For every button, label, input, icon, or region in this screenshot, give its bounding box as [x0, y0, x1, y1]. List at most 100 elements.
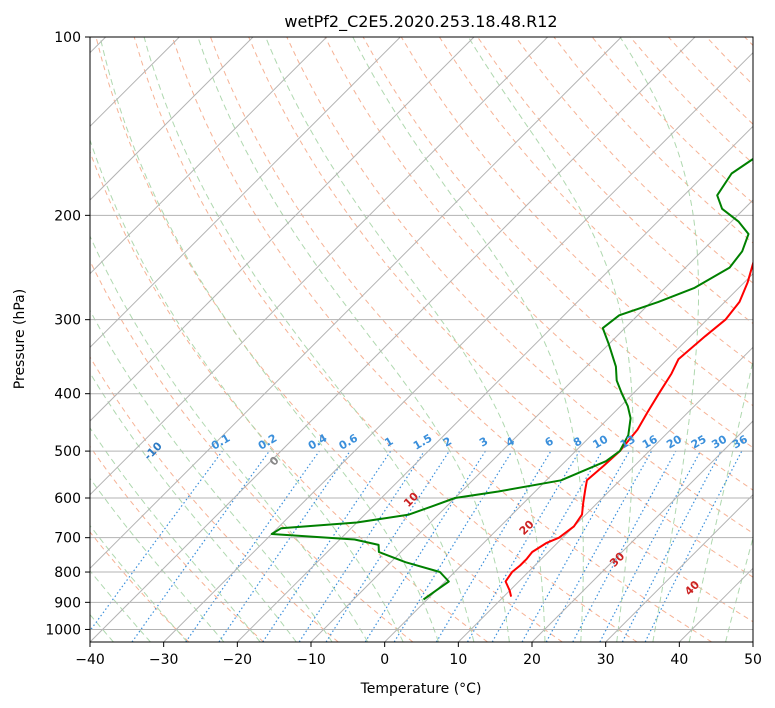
moist-adiabat-line	[619, 37, 699, 642]
y-tick-label: 400	[54, 387, 81, 403]
dry-adiabat-line	[133, 37, 638, 642]
mixing-ratio-label: 3	[477, 435, 490, 450]
moist-adiabat-label: 30	[607, 549, 627, 569]
isotherm-line	[457, 346, 753, 642]
dry-adiabat-line	[515, 37, 753, 284]
isobars	[90, 37, 753, 630]
isotherm-line	[236, 125, 753, 642]
moist-adiabat-line	[467, 37, 634, 642]
mixing-ratio-label: 6	[543, 434, 556, 449]
moist-adiabat-label: 40	[682, 578, 702, 598]
mixing-ratio-line	[298, 450, 425, 642]
mixing-ratio-lines	[90, 450, 743, 642]
isotherm-line	[752, 641, 753, 642]
mixing-ratio-label: 1.5	[411, 432, 434, 453]
dry-adiabat-line	[90, 259, 414, 642]
y-axis-label: Pressure (hPa)	[12, 289, 28, 389]
plot-area: 0.10.20.40.611.52346810131620253036-100-…	[90, 37, 775, 642]
mixing-ratio-line	[131, 450, 270, 642]
mixing-ratio-line	[435, 450, 552, 642]
moist-adiabat-line	[90, 477, 225, 642]
x-tick-label: −10	[296, 652, 326, 668]
dry-adiabat-line	[668, 37, 753, 125]
x-tick-label: −40	[75, 652, 105, 668]
isotherm-line	[90, 37, 254, 201]
moist-adiabat-line	[90, 235, 369, 642]
mixing-ratio-line	[218, 450, 351, 642]
moist-adiabat-line	[688, 358, 753, 642]
isotherm-line	[310, 199, 753, 642]
x-axis-label: Temperature (°C)	[360, 681, 482, 697]
x-axis-ticks: −40 −30 −20 −10 0 10 20 30 40 50	[75, 642, 762, 668]
isotherm-line	[90, 37, 696, 642]
x-tick-label: −20	[223, 652, 253, 668]
y-tick-label: 700	[54, 531, 81, 547]
mixing-ratio-line	[572, 450, 677, 642]
mixing-ratio-label: 0.1	[209, 432, 232, 453]
x-tick-label: 40	[670, 652, 688, 668]
isotherm-line	[90, 37, 328, 275]
mixing-ratio-line	[599, 450, 702, 642]
moist-adiabat-line	[725, 536, 753, 642]
mixing-ratio-line	[521, 450, 631, 642]
isotherm-line	[531, 420, 753, 642]
dry-adiabat-line	[90, 150, 488, 642]
mixing-ratio-label: 8	[571, 435, 584, 450]
moist-adiabat-line	[143, 37, 475, 642]
moist-adiabat-line	[90, 524, 188, 642]
mixing-ratio-line	[185, 450, 320, 642]
isotherm-line	[605, 493, 753, 642]
x-tick-label: −30	[149, 652, 179, 668]
moist-adiabat-line	[352, 37, 584, 642]
isotherm-line	[384, 272, 753, 642]
mixing-ratio-label: 25	[689, 433, 709, 452]
moist-adiabat-label: 10	[401, 490, 421, 510]
mixing-ratio-line	[364, 450, 486, 642]
isotherm-line	[678, 567, 753, 642]
y-tick-label: 800	[54, 565, 81, 581]
dry-adiabat-line	[400, 37, 753, 407]
y-tick-label: 100	[54, 30, 81, 46]
y-tick-label: 1000	[45, 622, 81, 638]
moist-adiabat-label: 0	[267, 454, 282, 469]
y-tick-label: 900	[54, 595, 81, 611]
sounding-series	[270, 157, 753, 601]
moist-adiabat-line	[265, 37, 546, 642]
mixing-ratio-line	[644, 450, 743, 642]
moist-adiabat-line	[90, 371, 297, 642]
dewpoint-profile-line	[270, 157, 753, 601]
isotherm-line	[90, 37, 622, 570]
y-axis-ticks: 100 200 300 400 500 600 700 800 900 1000	[45, 30, 90, 638]
isotherm-line	[90, 37, 475, 422]
moist-adiabat-line	[90, 569, 151, 642]
dry-adiabat-line	[553, 37, 753, 244]
dry-adiabat-line	[171, 37, 712, 642]
moist-adiabat-line	[762, 37, 775, 642]
y-tick-label: 300	[54, 313, 81, 329]
dry-adiabat-label: -10	[141, 439, 164, 462]
chart-title: wetPf2_C2E5.2020.253.18.48.R12	[284, 12, 557, 32]
x-tick-label: 30	[597, 652, 615, 668]
x-tick-label: 50	[744, 652, 762, 668]
dry-adiabat-line	[95, 37, 563, 642]
isotherm-line	[90, 37, 549, 496]
mixing-ratio-label: 0.4	[306, 431, 330, 452]
moist-adiabat-line	[90, 138, 404, 642]
y-tick-label: 500	[54, 444, 81, 460]
moist-adiabat-line	[90, 427, 261, 642]
mixing-ratio-label: 36	[730, 432, 750, 451]
mixing-ratio-line	[325, 450, 450, 642]
y-tick-label: 600	[54, 491, 81, 507]
dry-adiabat-line	[90, 356, 339, 642]
mixing-ratio-line	[545, 450, 653, 642]
x-tick-label: 0	[380, 652, 389, 668]
plot-frame	[89, 36, 754, 643]
dry-adiabat-line	[90, 531, 190, 642]
dry-adiabat-line	[706, 37, 753, 86]
mixing-ratio-line	[90, 450, 223, 632]
y-tick-label: 200	[54, 208, 81, 224]
mixing-ratio-label: 20	[664, 432, 684, 451]
moist-adiabat-line	[90, 309, 333, 642]
mixing-ratio-label: 30	[709, 432, 729, 451]
